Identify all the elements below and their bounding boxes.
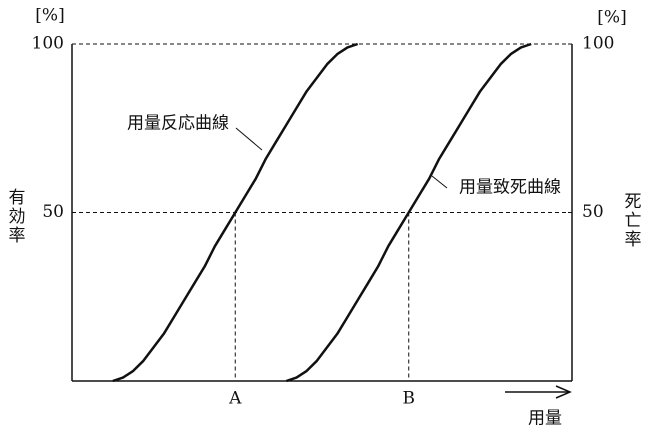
y2-axis-label: 死亡率 <box>621 192 642 249</box>
series-label: 用量致死曲線 <box>459 178 561 198</box>
y-tick-label: 50 <box>42 202 64 222</box>
leader-line <box>431 175 448 189</box>
series-label: 用量反応曲線 <box>127 114 229 134</box>
y2-tick-label: 50 <box>582 202 604 222</box>
x-axis-label: 用量 <box>528 409 562 429</box>
x-tick-label: A <box>228 389 242 409</box>
x-tick-label: B <box>402 389 415 409</box>
y2-unit: [%] <box>597 8 626 28</box>
y2-tick-label: 100 <box>582 34 614 54</box>
y-unit: [%] <box>35 6 64 26</box>
y-tick-label: 100 <box>32 34 64 54</box>
leader-line <box>235 127 263 151</box>
x-arrow-head <box>555 385 572 399</box>
y-axis-label: 有効率 <box>5 188 26 245</box>
